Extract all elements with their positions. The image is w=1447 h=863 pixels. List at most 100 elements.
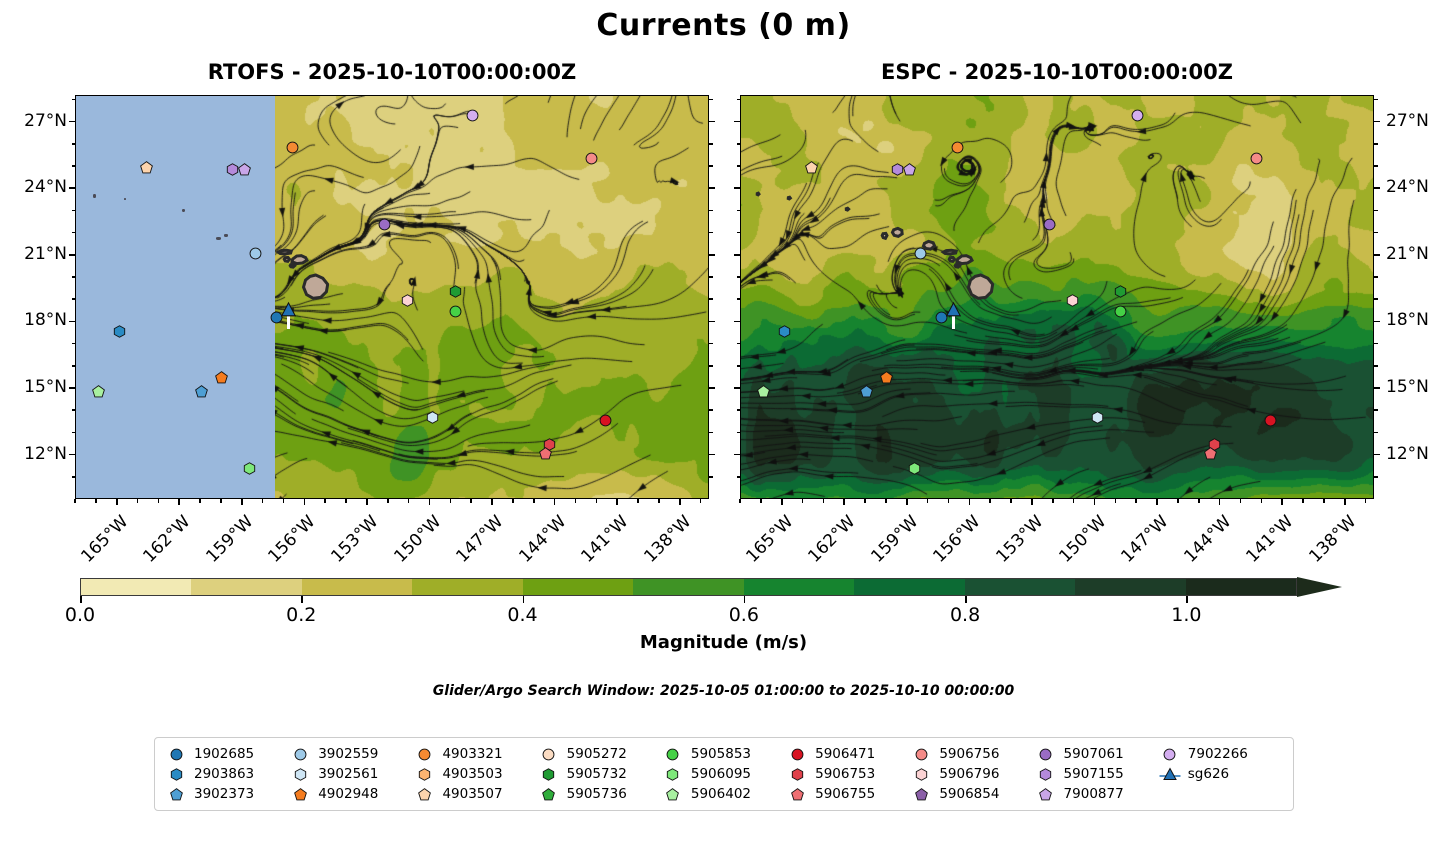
legend-item-1902685[interactable]: 1902685 (165, 746, 289, 762)
marker-7902266[interactable] (1131, 109, 1144, 122)
colorbar-extend-arrow (1297, 576, 1342, 597)
xtick-major (968, 499, 971, 505)
xtick-minor (1198, 499, 1200, 503)
platform-legend: 1902685 2903863 3902373 3902559 3902561 49029… (154, 737, 1294, 811)
legend-item-5906756[interactable]: 5906756 (910, 746, 1034, 762)
legend-marker-hexagon-icon (165, 766, 187, 782)
marker-4902948[interactable] (880, 371, 894, 384)
legend-marker-hexagon-icon (910, 766, 932, 782)
marker-7900877[interactable] (903, 162, 917, 176)
marker-sg626[interactable] (946, 301, 962, 317)
marker-5907061[interactable] (1043, 218, 1056, 231)
marker-4902948[interactable] (215, 371, 229, 384)
map-panel-rtofs[interactable] (75, 95, 709, 499)
marker-3902559[interactable] (914, 247, 927, 260)
legend-item-5905272[interactable]: 5905272 (538, 746, 662, 762)
marker-5906095[interactable] (908, 462, 921, 476)
legend-item-5906095[interactable]: 5906095 (662, 766, 786, 782)
marker-4903507[interactable] (805, 160, 819, 174)
legend-item-5906753[interactable]: 5906753 (786, 766, 910, 782)
legend-item-5907061[interactable]: 5907061 (1035, 746, 1159, 762)
legend-item-4902948[interactable]: 4902948 (289, 786, 413, 802)
legend-item-3902373[interactable]: 3902373 (165, 786, 289, 802)
xtick-major (679, 499, 681, 505)
marker-5906755[interactable] (1203, 446, 1217, 460)
marker-3902561[interactable] (426, 411, 439, 425)
legend-item-5905732[interactable]: 5905732 (538, 766, 662, 782)
marker-5906402[interactable] (757, 384, 771, 398)
marker-5906796[interactable] (1066, 293, 1079, 307)
legend-label-4902948: 4902948 (318, 786, 379, 802)
marker-5906796[interactable] (401, 293, 414, 307)
island-niihau (882, 233, 887, 239)
marker-5905732[interactable] (1114, 285, 1127, 298)
xtick-major (115, 499, 118, 505)
marker-4903321[interactable] (951, 141, 964, 154)
colorbar-band-4 (522, 579, 634, 595)
legend-marker-pentagon-icon (413, 786, 435, 802)
legend-item-sg626[interactable]: sg626 (1159, 766, 1283, 782)
marker-2903863[interactable] (778, 325, 791, 338)
marker-5906756[interactable] (1250, 152, 1263, 165)
legend-item-4903503[interactable]: 4903503 (413, 766, 537, 782)
map-panel-espc[interactable] (740, 95, 1374, 499)
legend-item-7902266[interactable]: 7902266 (1159, 746, 1283, 762)
ytick-minor (1374, 276, 1378, 278)
legend-item-3902561[interactable]: 3902561 (289, 766, 413, 782)
legend-item-5907155[interactable]: 5907155 (1035, 766, 1159, 782)
ytick-minor (736, 165, 740, 167)
marker-1902685[interactable] (270, 311, 283, 324)
marker-5906402[interactable] (92, 384, 106, 398)
legend-item-5906402[interactable]: 5906402 (662, 786, 786, 802)
legend-item-4903507[interactable]: 4903507 (413, 786, 537, 802)
marker-5907061[interactable] (378, 218, 391, 231)
legend-item-5906471[interactable]: 5906471 (786, 746, 910, 762)
colorbar-ticklabel-0.8: 0.8 (949, 604, 981, 626)
ytick-minor (736, 431, 740, 434)
legend-item-2903863[interactable]: 2903863 (165, 766, 289, 782)
marker-sg626[interactable] (281, 301, 297, 317)
xtick-minor (449, 499, 452, 503)
marker-4903321[interactable] (286, 141, 299, 154)
marker-5906471[interactable] (1264, 414, 1277, 427)
ylabel-left-27°N: 27°N (24, 110, 67, 131)
marker-5905853[interactable] (1114, 305, 1127, 318)
legend-label-7900877: 7900877 (1063, 786, 1124, 802)
island-hawaii (303, 275, 328, 298)
marker-7902266[interactable] (466, 109, 479, 122)
legend-item-5905853[interactable]: 5905853 (662, 746, 786, 762)
xtick-major (303, 499, 306, 505)
marker-3902373[interactable] (194, 384, 208, 398)
marker-5907155[interactable] (226, 163, 239, 176)
marker-3902561[interactable] (1091, 411, 1104, 425)
marker-2903863[interactable] (113, 325, 126, 338)
ytick-minor (1374, 476, 1378, 478)
marker-5907155[interactable] (891, 163, 904, 176)
island-molokai (943, 250, 957, 255)
legend-item-7900877[interactable]: 7900877 (1035, 786, 1159, 802)
marker-7900877[interactable] (238, 162, 252, 176)
legend-item-4903321[interactable]: 4903321 (413, 746, 537, 762)
legend-item-3902559[interactable]: 3902559 (289, 746, 413, 762)
marker-1902685[interactable] (935, 311, 948, 324)
marker-5906756[interactable] (585, 152, 598, 165)
legend-item-5906854[interactable]: 5906854 (910, 786, 1034, 802)
marker-3902373[interactable] (859, 384, 873, 398)
ytick-minor (736, 409, 740, 411)
ytick-minor (1374, 98, 1378, 101)
island-oahu (923, 241, 935, 250)
xtick-minor (637, 499, 639, 503)
marker-5905853[interactable] (449, 305, 462, 318)
legend-item-5906755[interactable]: 5906755 (786, 786, 910, 802)
marker-4903507[interactable] (140, 160, 154, 174)
xlabel-138°W: 138°W (1305, 511, 1361, 567)
marker-5906755[interactable] (538, 446, 552, 460)
legend-marker-glider-icon (1159, 766, 1181, 782)
marker-5905732[interactable] (449, 285, 462, 298)
ytick-major (734, 320, 740, 323)
legend-item-5906796[interactable]: 5906796 (910, 766, 1034, 782)
marker-5906471[interactable] (599, 414, 612, 427)
marker-5906095[interactable] (243, 462, 256, 476)
legend-item-5905736[interactable]: 5905736 (538, 786, 662, 802)
marker-3902559[interactable] (249, 247, 262, 260)
